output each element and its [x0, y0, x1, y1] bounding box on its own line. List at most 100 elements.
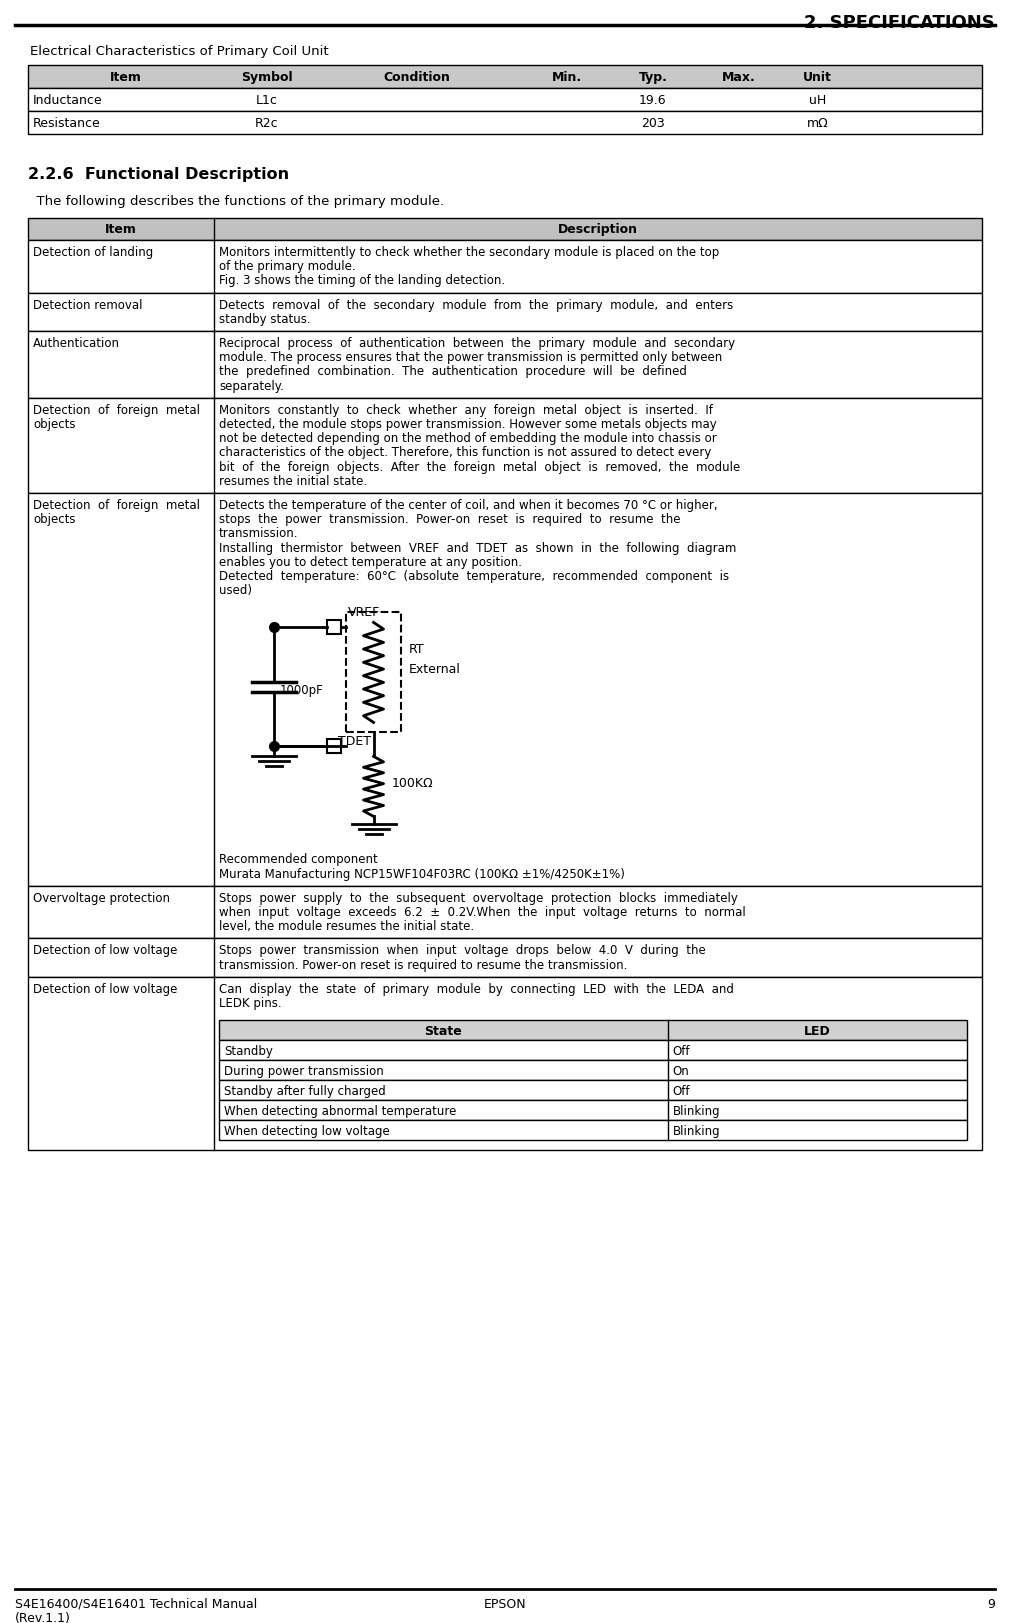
- Text: level, the module resumes the initial state.: level, the module resumes the initial st…: [219, 920, 474, 933]
- Bar: [219, 1060, 967, 1081]
- Text: Detection of landing: Detection of landing: [33, 245, 154, 258]
- Text: Monitors  constantly  to  check  whether  any  foreign  metal  object  is  inser: Monitors constantly to check whether any…: [219, 404, 713, 417]
- Text: 203: 203: [641, 117, 665, 130]
- Text: used): used): [219, 584, 252, 597]
- Text: objects: objects: [33, 513, 76, 526]
- Text: When detecting abnormal temperature: When detecting abnormal temperature: [224, 1105, 457, 1118]
- Text: Standby after fully charged: Standby after fully charged: [224, 1084, 386, 1097]
- Text: Symbol: Symbol: [240, 71, 292, 84]
- Text: Item: Item: [110, 71, 141, 84]
- Text: On: On: [673, 1065, 690, 1078]
- Text: LED: LED: [804, 1024, 831, 1037]
- Text: Fig. 3 shows the timing of the landing detection.: Fig. 3 shows the timing of the landing d…: [219, 274, 505, 287]
- Text: Overvoltage protection: Overvoltage protection: [33, 891, 170, 904]
- Bar: [219, 1120, 967, 1141]
- Text: Stops  power  supply  to  the  subsequent  overvoltage  protection  blocks  imme: Stops power supply to the subsequent ove…: [219, 891, 738, 904]
- Text: State: State: [424, 1024, 463, 1037]
- Text: L1c: L1c: [256, 94, 278, 107]
- Bar: [28, 67, 982, 89]
- Text: Detection of low voltage: Detection of low voltage: [33, 982, 178, 995]
- Bar: [28, 331, 982, 399]
- Text: Can  display  the  state  of  primary  module  by  connecting  LED  with  the  L: Can display the state of primary module …: [219, 982, 734, 995]
- Text: 19.6: 19.6: [639, 94, 667, 107]
- Text: bit  of  the  foreign  objects.  After  the  foreign  metal  object  is  removed: bit of the foreign objects. After the fo…: [219, 461, 740, 474]
- Text: Detection  of  foreign  metal: Detection of foreign metal: [33, 498, 200, 511]
- Text: Unit: Unit: [803, 71, 832, 84]
- Bar: [28, 886, 982, 938]
- Text: LEDK pins.: LEDK pins.: [219, 997, 282, 1010]
- Bar: [28, 493, 982, 886]
- Text: 2. SPECIFICATIONS: 2. SPECIFICATIONS: [804, 15, 995, 32]
- Text: RT: RT: [409, 643, 424, 656]
- Bar: [219, 1100, 967, 1120]
- Text: S4E16400/S4E16401 Technical Manual: S4E16400/S4E16401 Technical Manual: [15, 1597, 258, 1610]
- Text: separately.: separately.: [219, 380, 284, 393]
- Text: Description: Description: [558, 222, 638, 235]
- Text: Stops  power  transmission  when  input  voltage  drops  below  4.0  V  during  : Stops power transmission when input volt…: [219, 945, 706, 958]
- Text: The following describes the functions of the primary module.: The following describes the functions of…: [28, 195, 444, 208]
- Bar: [28, 294, 982, 331]
- Text: Off: Off: [673, 1045, 690, 1058]
- Text: objects: objects: [33, 417, 76, 430]
- Text: R2c: R2c: [255, 117, 279, 130]
- Text: enables you to detect temperature at any position.: enables you to detect temperature at any…: [219, 555, 522, 568]
- Text: External: External: [409, 662, 461, 677]
- Text: TDET: TDET: [338, 735, 371, 748]
- Text: module. The process ensures that the power transmission is permitted only betwee: module. The process ensures that the pow…: [219, 351, 722, 364]
- Bar: [219, 1021, 967, 1040]
- Bar: [346, 613, 401, 734]
- Bar: [28, 977, 982, 1151]
- Bar: [28, 938, 982, 977]
- Text: characteristics of the object. Therefore, this function is not assured to detect: characteristics of the object. Therefore…: [219, 446, 711, 459]
- Text: Electrical Characteristics of Primary Coil Unit: Electrical Characteristics of Primary Co…: [30, 45, 328, 58]
- Text: transmission. Power-on reset is required to resume the transmission.: transmission. Power-on reset is required…: [219, 958, 627, 971]
- Text: Resistance: Resistance: [33, 117, 101, 130]
- Bar: [28, 89, 982, 112]
- Text: Condition: Condition: [384, 71, 450, 84]
- Text: Reciprocal  process  of  authentication  between  the  primary  module  and  sec: Reciprocal process of authentication bet…: [219, 338, 735, 351]
- Text: Murata Manufacturing NCP15WF104F03RC (100KΩ ±1%/4250K±1%): Murata Manufacturing NCP15WF104F03RC (10…: [219, 867, 625, 880]
- Text: Detected  temperature:  60°C  (absolute  temperature,  recommended  component  i: Detected temperature: 60°C (absolute tem…: [219, 570, 729, 583]
- Text: Max.: Max.: [722, 71, 755, 84]
- Text: Installing  thermistor  between  VREF  and  TDET  as  shown  in  the  following : Installing thermistor between VREF and T…: [219, 540, 736, 555]
- Text: transmission.: transmission.: [219, 527, 299, 540]
- Text: 1000pF: 1000pF: [280, 683, 324, 696]
- Bar: [28, 219, 982, 240]
- Text: Standby: Standby: [224, 1045, 273, 1058]
- Text: detected, the module stops power transmission. However some metals objects may: detected, the module stops power transmi…: [219, 417, 717, 430]
- Bar: [28, 240, 982, 294]
- Text: 100KΩ: 100KΩ: [392, 777, 433, 790]
- Text: resumes the initial state.: resumes the initial state.: [219, 474, 368, 487]
- Text: Min.: Min.: [551, 71, 582, 84]
- Text: When detecting low voltage: When detecting low voltage: [224, 1125, 390, 1138]
- Text: Monitors intermittently to check whether the secondary module is placed on the t: Monitors intermittently to check whether…: [219, 245, 719, 258]
- Text: Blinking: Blinking: [673, 1105, 720, 1118]
- Text: EPSON: EPSON: [484, 1597, 526, 1610]
- Text: 2.2.6  Functional Description: 2.2.6 Functional Description: [28, 167, 289, 182]
- Bar: [327, 740, 341, 755]
- Text: Detection of low voltage: Detection of low voltage: [33, 945, 178, 958]
- Bar: [28, 399, 982, 493]
- Text: Blinking: Blinking: [673, 1125, 720, 1138]
- Text: Item: Item: [105, 222, 137, 235]
- Bar: [327, 622, 341, 635]
- Text: During power transmission: During power transmission: [224, 1065, 384, 1078]
- Bar: [28, 112, 982, 135]
- Text: when  input  voltage  exceeds  6.2  ±  0.2V.When  the  input  voltage  returns  : when input voltage exceeds 6.2 ± 0.2V.Wh…: [219, 906, 745, 919]
- Text: Detection  of  foreign  metal: Detection of foreign metal: [33, 404, 200, 417]
- Text: Detects  removal  of  the  secondary  module  from  the  primary  module,  and  : Detects removal of the secondary module …: [219, 299, 733, 312]
- Text: not be detected depending on the method of embedding the module into chassis or: not be detected depending on the method …: [219, 432, 717, 445]
- Text: VREF: VREF: [347, 605, 380, 618]
- Bar: [219, 1081, 967, 1100]
- Text: (Rev.1.1): (Rev.1.1): [15, 1612, 71, 1623]
- Text: Detects the temperature of the center of coil, and when it becomes 70 °C or high: Detects the temperature of the center of…: [219, 498, 718, 511]
- Text: mΩ: mΩ: [807, 117, 828, 130]
- Text: Detection removal: Detection removal: [33, 299, 142, 312]
- Text: Authentication: Authentication: [33, 338, 120, 351]
- Text: Typ.: Typ.: [638, 71, 668, 84]
- Text: stops  the  power  transmission.  Power-on  reset  is  required  to  resume  the: stops the power transmission. Power-on r…: [219, 513, 681, 526]
- Text: the  predefined  combination.  The  authentication  procedure  will  be  defined: the predefined combination. The authenti…: [219, 365, 687, 378]
- Bar: [219, 1040, 967, 1060]
- Text: Inductance: Inductance: [33, 94, 103, 107]
- Text: of the primary module.: of the primary module.: [219, 260, 356, 273]
